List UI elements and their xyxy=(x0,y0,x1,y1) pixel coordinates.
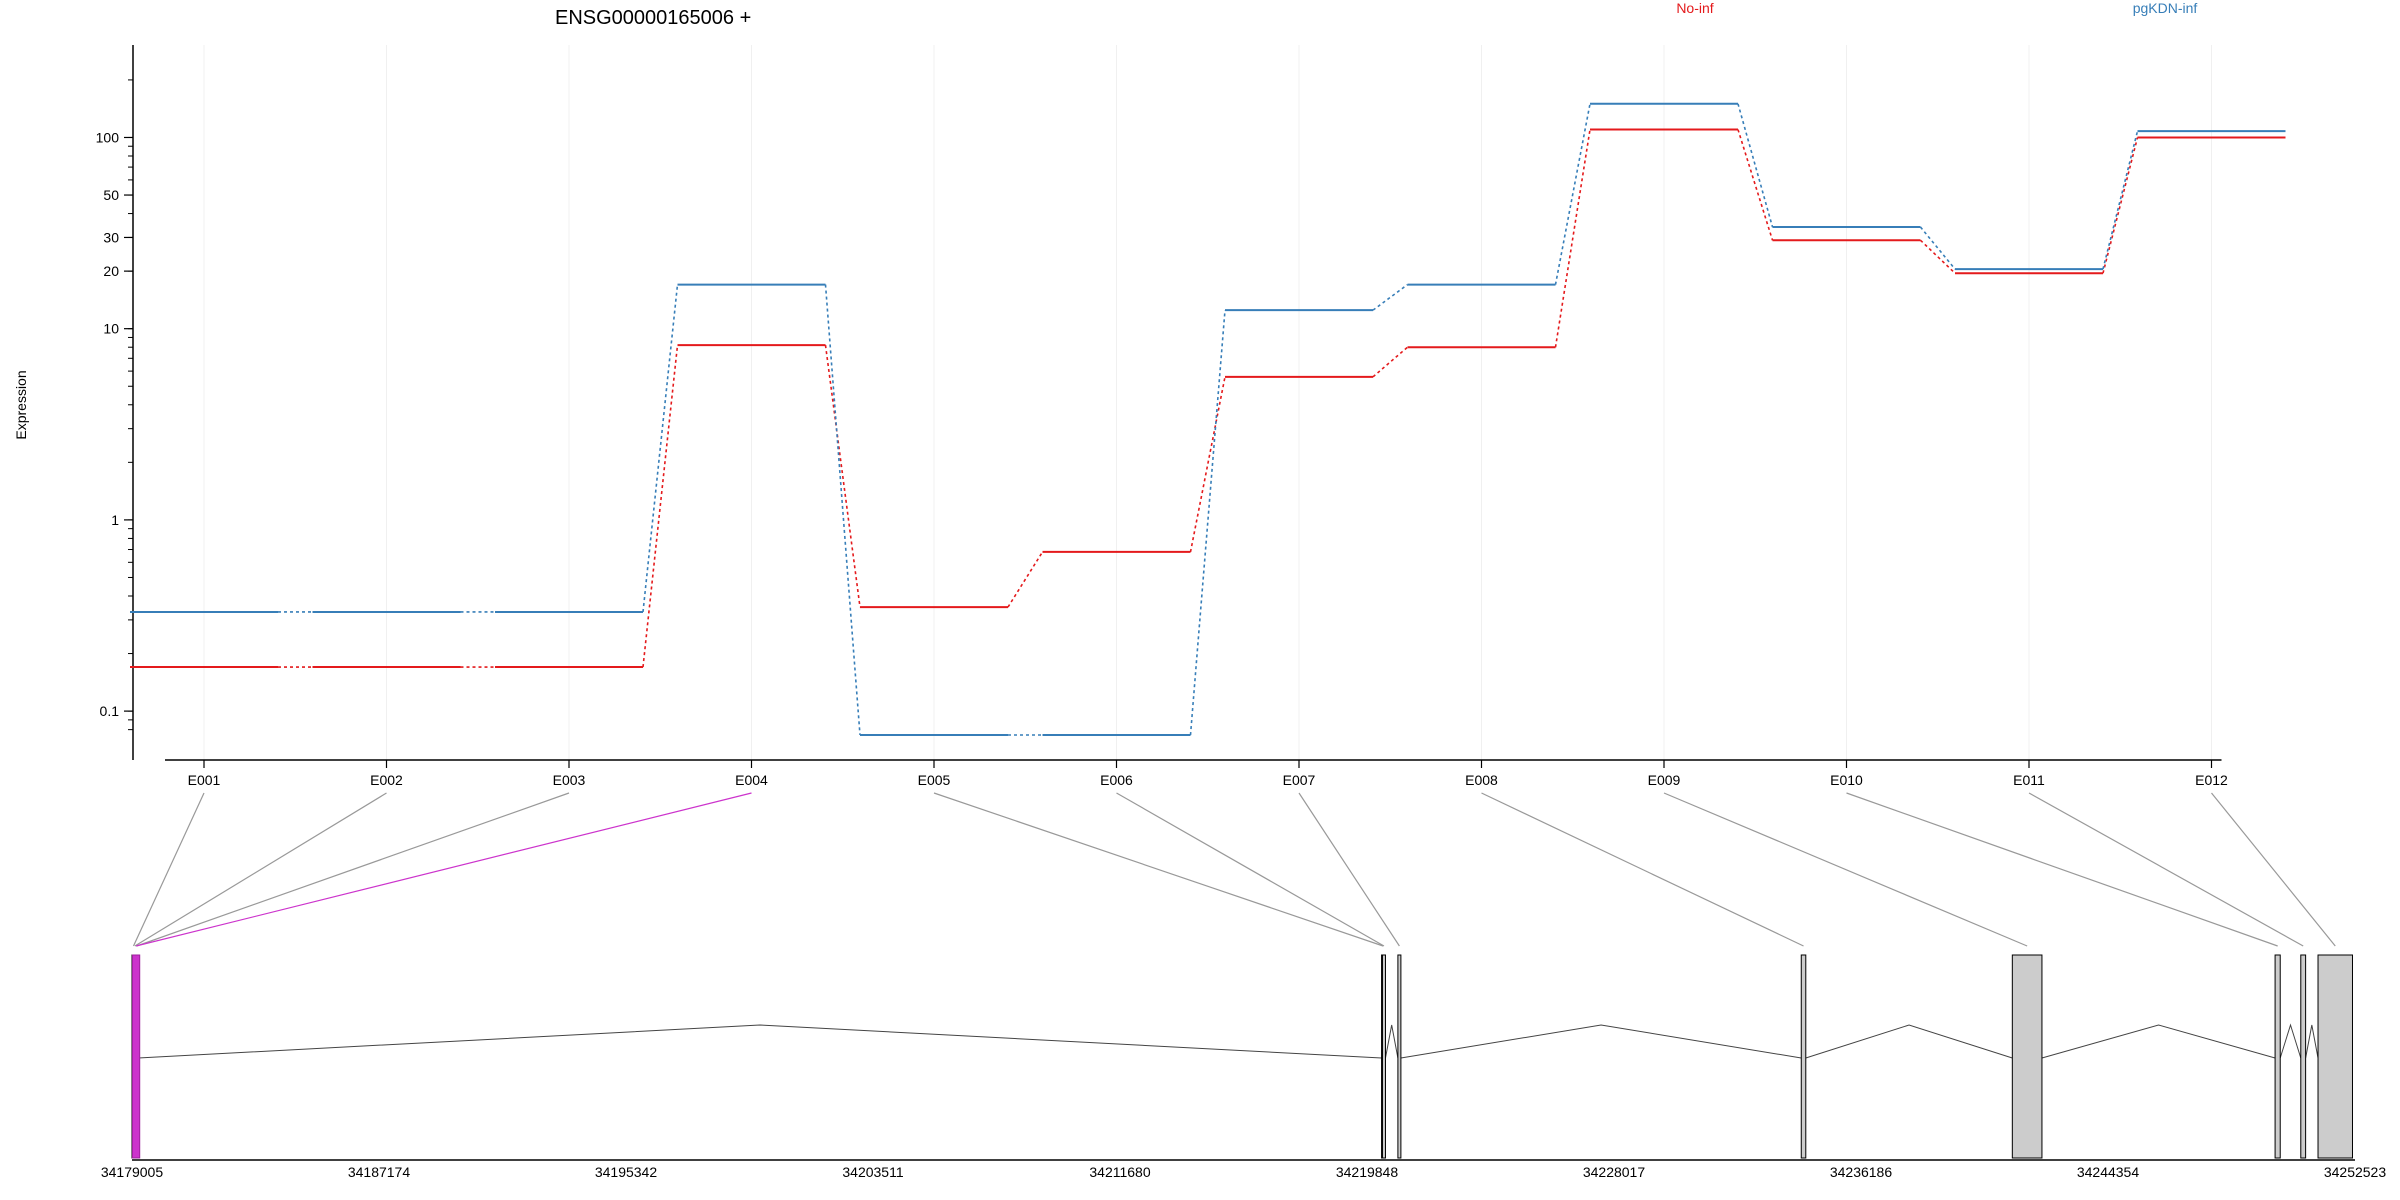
connector-E011 xyxy=(2028,792,2304,947)
series-connector xyxy=(1737,129,1774,241)
y-tick-label: 100 xyxy=(96,129,120,145)
intron xyxy=(1384,1024,1399,1059)
genomic-tick-label: 34228017 xyxy=(1583,1164,1646,1180)
series-connector xyxy=(1372,283,1408,311)
intron xyxy=(1400,1024,1802,1059)
connector-E010 xyxy=(1846,792,2278,947)
connector-E007 xyxy=(1298,792,1400,947)
genomic-tick-label: 34203511 xyxy=(842,1164,903,1180)
genomic-tick-label: 34211680 xyxy=(1089,1164,1150,1180)
x-tick-label: E003 xyxy=(553,772,586,788)
connector-E008 xyxy=(1481,792,1804,947)
intron xyxy=(2279,1023,2302,1059)
series-connector xyxy=(1007,551,1044,608)
intron xyxy=(2305,1024,2319,1059)
x-tick-label: E009 xyxy=(1648,772,1681,788)
connector-E006 xyxy=(1116,792,1385,947)
exon-E008 xyxy=(1800,954,1807,1159)
gridlines xyxy=(203,45,2212,760)
exon-connectors xyxy=(132,792,2336,947)
x-tick-label: E001 xyxy=(188,772,221,788)
exon-E011 xyxy=(2300,954,2307,1159)
genomic-tick-label: 34236186 xyxy=(1830,1164,1893,1180)
genomic-tick-label: 34179005 xyxy=(101,1164,164,1180)
y-tick-label: 10 xyxy=(103,321,119,337)
x-tick-label: E008 xyxy=(1465,772,1498,788)
legend-entry: pgKDN-inf xyxy=(2133,0,2198,16)
exon-E006 xyxy=(1381,954,1386,1159)
connector-E004 xyxy=(135,792,752,947)
y-tick-label: 0.1 xyxy=(100,703,120,719)
connector-E001 xyxy=(132,792,205,947)
intron xyxy=(2041,1024,2276,1059)
series-connector xyxy=(1554,103,1591,285)
exon-E009 xyxy=(2011,954,2043,1159)
legend-entry: No-inf xyxy=(1676,0,1713,16)
series-connector xyxy=(642,284,679,613)
series-No-inf xyxy=(130,128,2286,669)
series-connector xyxy=(2102,130,2139,270)
x-tick-label: E002 xyxy=(370,772,403,788)
x-tick-label: E010 xyxy=(1830,772,1863,788)
series-connector xyxy=(1189,310,1226,736)
y-axis-label: Expression xyxy=(13,370,29,439)
connector-E003 xyxy=(136,792,570,947)
x-tick-label: E011 xyxy=(2013,772,2045,788)
series-lines xyxy=(130,102,2286,736)
y-tick-label: 20 xyxy=(103,263,119,279)
axes: 0.1 1 10 20 30 50 100 E001 E002 E003 E004 E005 E006 E… xyxy=(96,45,2228,788)
exon-E007 xyxy=(1397,954,1402,1159)
genomic-tick-label: 34219848 xyxy=(1336,1164,1399,1180)
exon-E010 xyxy=(2274,954,2281,1159)
genomic-tick-label: 34244354 xyxy=(2077,1164,2140,1180)
genomic-tick-label: 34195342 xyxy=(595,1164,658,1180)
exon-E012 xyxy=(2317,954,2353,1159)
y-tick-label: 30 xyxy=(103,229,119,245)
legend: No-inf pgKDN-inf xyxy=(1676,0,2197,16)
intron xyxy=(138,1024,1382,1059)
series-connector xyxy=(824,345,861,608)
connector-E012 xyxy=(2211,792,2336,947)
y-tick-label: 1 xyxy=(111,512,119,528)
series-connector xyxy=(1737,103,1774,228)
connector-E005 xyxy=(933,792,1384,947)
series-connector xyxy=(824,284,861,736)
connector-E002 xyxy=(134,792,387,947)
series-connector xyxy=(1919,226,1956,270)
series-connector xyxy=(1554,129,1591,348)
x-tick-label: E005 xyxy=(918,772,951,788)
genomic-tick-label: 34252523 xyxy=(2324,1164,2387,1180)
x-tick-label: E006 xyxy=(1100,772,1133,788)
series-pgKDN-inf xyxy=(130,102,2286,736)
series-connector xyxy=(1919,239,1956,274)
series-connector xyxy=(2102,137,2139,274)
gene-model: 34179005 34187174 34195342 34203511 34211680… xyxy=(101,954,2387,1180)
series-connector xyxy=(642,345,679,668)
x-tick-label: E007 xyxy=(1283,772,1316,788)
x-tick-label: E004 xyxy=(735,772,768,788)
connector-E009 xyxy=(1663,792,2028,947)
x-tick-label: E012 xyxy=(2195,772,2228,788)
intron xyxy=(1805,1024,2013,1059)
genomic-tick-label: 34187174 xyxy=(348,1164,411,1180)
series-connector xyxy=(1372,346,1409,378)
exon-E004 xyxy=(131,954,141,1159)
y-tick-label: 50 xyxy=(103,187,119,203)
chart-title: ENSG00000165006 + xyxy=(555,7,751,29)
